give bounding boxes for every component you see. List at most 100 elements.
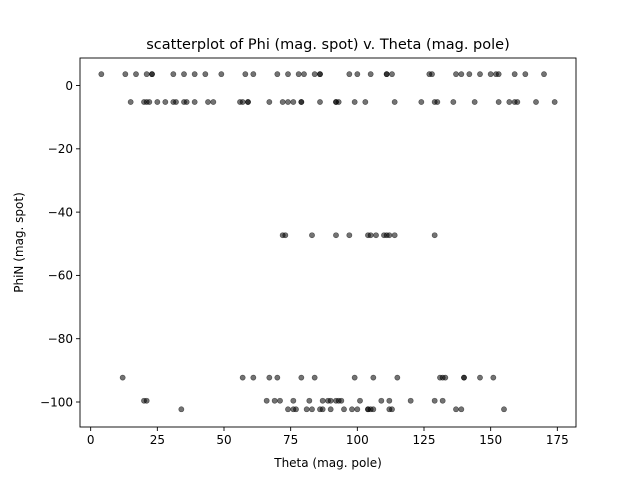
data-point	[319, 406, 326, 413]
data-point	[290, 99, 297, 105]
data-point	[394, 374, 401, 381]
data-point	[146, 99, 153, 105]
data-point	[434, 99, 441, 105]
data-point	[98, 71, 105, 78]
data-point	[386, 232, 393, 239]
data-point	[239, 374, 246, 381]
data-point	[357, 397, 363, 404]
y-tick-label: −60	[48, 269, 73, 283]
data-point	[367, 232, 374, 239]
data-point	[506, 99, 513, 105]
x-tick-label: 75	[283, 433, 298, 447]
data-point	[122, 71, 129, 78]
data-point	[170, 71, 177, 78]
data-point	[271, 397, 278, 404]
data-point	[346, 71, 353, 78]
data-point	[439, 397, 446, 404]
data-point	[218, 71, 225, 78]
data-point	[391, 232, 398, 239]
data-point	[162, 99, 169, 105]
data-point	[266, 374, 273, 381]
y-tick-label: −40	[48, 205, 73, 219]
data-point	[250, 374, 257, 381]
data-point	[239, 99, 246, 105]
y-axis-label: PhiN (mag. spot)	[12, 192, 26, 293]
data-point	[370, 374, 377, 381]
x-tick-label: 150	[479, 433, 502, 447]
plot-area	[98, 71, 558, 413]
data-point	[295, 71, 302, 78]
data-point	[389, 406, 395, 413]
data-point	[466, 71, 473, 78]
data-point	[511, 71, 518, 78]
data-point	[431, 232, 438, 239]
data-point	[522, 71, 529, 78]
data-point	[298, 374, 305, 381]
data-point	[274, 71, 281, 78]
data-point	[458, 71, 465, 78]
data-point	[181, 71, 187, 78]
data-point	[354, 71, 361, 78]
data-point	[335, 99, 342, 105]
data-point	[309, 406, 315, 413]
data-point	[407, 397, 414, 404]
data-point	[327, 406, 334, 413]
data-point	[309, 232, 315, 239]
data-point	[277, 397, 283, 404]
data-point	[333, 232, 339, 239]
plot-frame	[79, 57, 577, 428]
data-point	[285, 99, 291, 105]
data-point	[453, 406, 459, 413]
x-axis-label: Theta (mag. pole)	[273, 456, 382, 470]
x-tick-label: 50	[216, 433, 231, 447]
data-point	[477, 71, 483, 78]
data-point	[143, 71, 150, 78]
data-point	[285, 71, 291, 78]
x-tick-label: 0	[87, 433, 95, 447]
data-point	[533, 99, 539, 105]
data-point	[154, 99, 161, 105]
data-point	[242, 71, 249, 78]
data-point	[490, 374, 497, 381]
data-point	[386, 397, 393, 404]
x-tick-label: 125	[413, 433, 436, 447]
data-point	[431, 397, 438, 404]
data-point	[149, 71, 155, 78]
x-tick-label: 100	[346, 433, 369, 447]
data-point	[191, 99, 198, 105]
data-point	[367, 71, 374, 78]
x-tick-label: 25	[150, 433, 165, 447]
data-point	[274, 374, 281, 381]
data-point	[173, 99, 179, 105]
y-tick-label: −100	[40, 395, 73, 409]
data-point	[378, 397, 385, 404]
data-point	[453, 71, 459, 78]
data-point	[338, 397, 345, 404]
data-point	[319, 397, 326, 404]
data-point	[263, 397, 270, 404]
data-point	[311, 374, 318, 381]
data-point	[349, 406, 355, 413]
data-point	[391, 99, 398, 105]
data-point	[450, 99, 457, 105]
data-point	[293, 406, 299, 413]
data-point	[250, 71, 257, 78]
data-point	[279, 99, 286, 105]
data-point	[282, 232, 289, 239]
y-tick-label: −80	[48, 332, 73, 346]
data-point	[501, 406, 507, 413]
data-point	[551, 99, 558, 105]
data-point	[191, 71, 198, 78]
data-point	[346, 232, 353, 239]
data-point	[133, 71, 139, 78]
data-point	[303, 406, 310, 413]
data-point	[306, 397, 313, 404]
data-point	[514, 99, 521, 105]
data-point	[266, 99, 273, 105]
data-point	[383, 71, 390, 78]
y-axis: 0 −20 −40 −60 −80 −100	[40, 79, 80, 409]
data-point	[461, 374, 467, 381]
data-point	[458, 406, 465, 413]
data-point	[373, 232, 379, 239]
data-point	[495, 99, 502, 105]
